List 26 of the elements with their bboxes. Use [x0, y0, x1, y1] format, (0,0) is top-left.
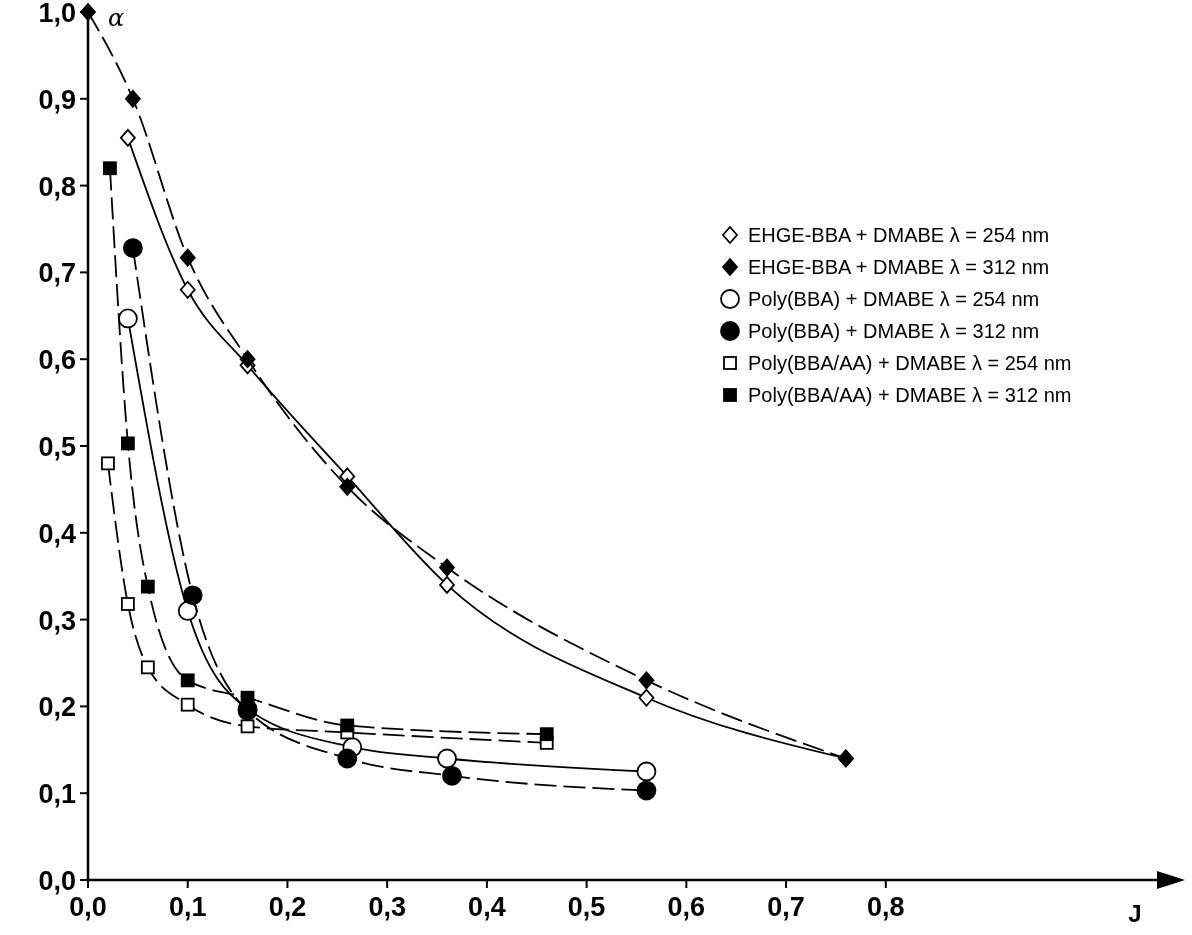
y-tick-label: 0,5 [38, 432, 76, 462]
y-tick-label: 1,0 [38, 0, 76, 28]
y-tick-label: 0,6 [38, 345, 76, 376]
legend-label: EHGE-BBA + DMABE λ = 254 nm [748, 224, 1050, 246]
x-tick-label: 0,3 [368, 892, 406, 922]
legend-label: Poly(BBA/AA) + DMABE λ = 312 nm [748, 384, 1072, 406]
legend-label: Poly(BBA) + DMABE λ = 254 nm [748, 288, 1040, 310]
x-axis-title: J [1128, 900, 1142, 927]
x-tick-label: 0,5 [567, 892, 606, 922]
legend-label: Poly(BBA) + DMABE λ = 312 nm [748, 320, 1040, 342]
y-tick-label: 0,4 [38, 518, 76, 549]
y-tick-label: 0,8 [38, 171, 76, 202]
x-tick-label: 0,6 [667, 892, 706, 922]
x-tick-label: 0,8 [867, 892, 905, 922]
x-tick-label: 0,1 [168, 892, 207, 922]
y-tick-label: 0,3 [38, 605, 76, 636]
x-tick-label: 0,2 [268, 892, 307, 922]
y-tick-label: 0,9 [38, 84, 76, 115]
y-tick-label: 0,2 [38, 692, 76, 723]
x-tick-label: 0,7 [767, 892, 805, 922]
legend-label: Poly(BBA/AA) + DMABE λ = 254 nm [748, 352, 1072, 374]
y-tick-label: 0,7 [38, 258, 76, 289]
y-tick-label: 0,1 [38, 779, 76, 810]
x-tick-label: 0,4 [468, 892, 506, 922]
legend-label: EHGE-BBA + DMABE λ = 312 nm [748, 256, 1050, 278]
y-axis-title: α [108, 4, 125, 32]
